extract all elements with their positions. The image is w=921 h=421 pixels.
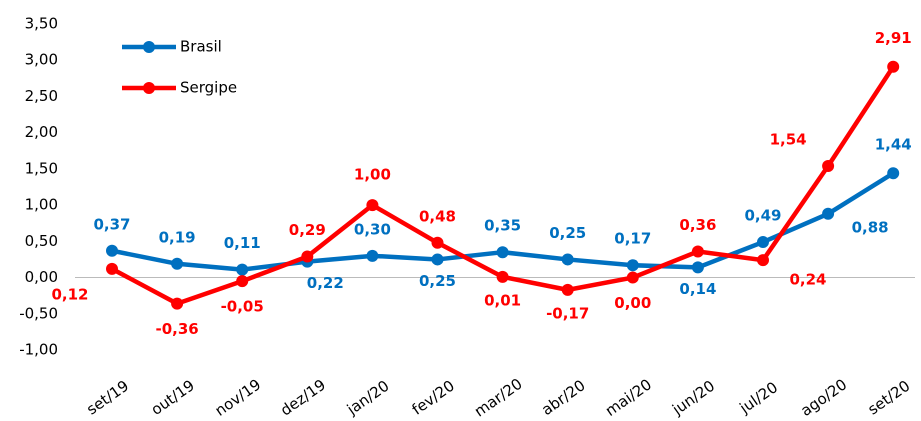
x-tick-label: jan/20 xyxy=(343,377,393,419)
value-label: -0,17 xyxy=(546,304,589,322)
y-tick-label: 1,00 xyxy=(25,196,58,214)
point xyxy=(366,199,379,212)
value-label: -0,36 xyxy=(155,320,198,338)
point xyxy=(496,246,509,259)
x-tick-label: dez/19 xyxy=(277,376,329,420)
point xyxy=(106,244,118,257)
legend-marker xyxy=(143,41,155,53)
value-label: 0,14 xyxy=(679,280,716,298)
value-label: 0,25 xyxy=(549,224,586,242)
value-label: 0,01 xyxy=(484,291,521,309)
point xyxy=(757,254,769,267)
point xyxy=(887,167,900,180)
value-label: 0,29 xyxy=(289,221,326,239)
value-label: -0,05 xyxy=(221,298,264,316)
y-tick-label: 3,50 xyxy=(25,15,58,33)
point xyxy=(236,263,249,276)
x-tick-label: nov/19 xyxy=(212,375,265,419)
point xyxy=(171,297,184,310)
point xyxy=(106,262,118,275)
point xyxy=(431,236,444,249)
y-tick-label: -0,50 xyxy=(19,304,58,322)
point xyxy=(822,159,835,172)
value-label: 0,24 xyxy=(789,271,826,289)
value-label: 0,12 xyxy=(51,285,88,303)
value-label: 0,88 xyxy=(852,218,889,236)
x-tick-label: out/19 xyxy=(148,376,198,419)
point xyxy=(561,253,574,266)
value-label: 1,00 xyxy=(354,166,391,184)
value-label: 0,25 xyxy=(419,272,456,290)
value-label: 2,91 xyxy=(875,29,912,47)
x-tick-label: ago/20 xyxy=(797,375,850,420)
point xyxy=(887,60,900,73)
y-tick-label: 2,00 xyxy=(25,123,58,141)
value-label: 0,35 xyxy=(484,217,521,235)
x-tick-label: mar/20 xyxy=(471,375,526,421)
point xyxy=(691,261,704,274)
legend-label: Sergipe xyxy=(180,79,237,97)
value-label: 0,19 xyxy=(159,228,196,246)
point xyxy=(171,257,184,270)
y-tick-label: -1,00 xyxy=(19,341,58,359)
point xyxy=(366,249,379,262)
value-label: 0,22 xyxy=(307,274,344,292)
value-label: 0,49 xyxy=(744,207,781,225)
y-tick-label: 2,50 xyxy=(25,87,58,105)
value-label: 0,36 xyxy=(679,216,716,234)
x-tick-label: fev/20 xyxy=(409,377,458,419)
point xyxy=(822,207,835,220)
point xyxy=(691,245,704,258)
legend-label: Brasil xyxy=(180,38,222,56)
point xyxy=(236,275,249,288)
point xyxy=(626,271,639,284)
value-label: 1,54 xyxy=(770,130,807,148)
x-tick-label: set/20 xyxy=(864,377,913,419)
point xyxy=(757,236,769,249)
point xyxy=(561,283,574,296)
point xyxy=(431,253,444,266)
point xyxy=(496,270,509,283)
x-tick-label: jul/20 xyxy=(736,378,782,417)
x-tick-label: mai/20 xyxy=(602,375,655,420)
value-label: 0,11 xyxy=(224,234,261,252)
value-label: 0,00 xyxy=(614,294,651,312)
y-tick-label: 1,50 xyxy=(25,159,58,177)
y-tick-label: 3,00 xyxy=(25,51,58,69)
x-tick-label: set/19 xyxy=(83,377,132,419)
point xyxy=(301,250,314,263)
point xyxy=(626,259,639,272)
y-tick-label: 0,50 xyxy=(25,232,58,250)
legend-marker xyxy=(143,82,155,94)
value-label: 0,17 xyxy=(614,230,651,248)
x-tick-label: abr/20 xyxy=(538,376,588,419)
x-tick-label: jun/20 xyxy=(668,377,718,419)
value-label: 0,30 xyxy=(354,220,391,238)
value-label: 0,37 xyxy=(93,215,130,233)
y-tick-label: 0,00 xyxy=(25,268,58,286)
value-label: 1,44 xyxy=(875,136,912,154)
value-label: 0,48 xyxy=(419,207,456,225)
